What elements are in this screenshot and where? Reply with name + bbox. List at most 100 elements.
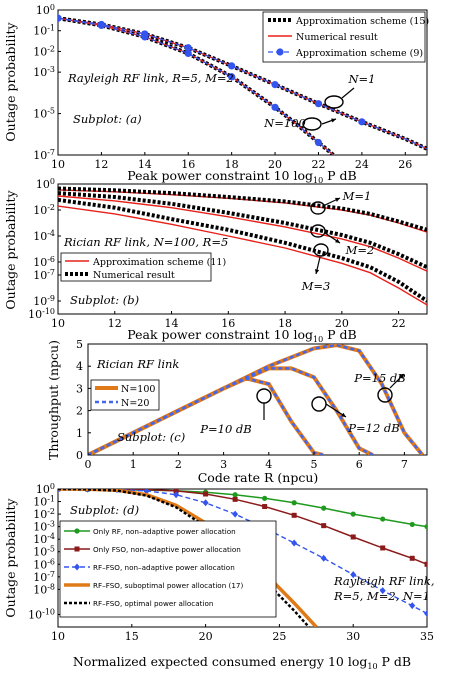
annotation-a: Rayleigh RF link, R=5, M=2 bbox=[67, 71, 234, 85]
ytick-label-b: 10-2 bbox=[33, 203, 55, 217]
xtick-label-b: 20 bbox=[335, 317, 349, 330]
ytick-label-d: 10-4 bbox=[33, 532, 55, 546]
ytick-label-d: 10-2 bbox=[33, 507, 55, 521]
ylabel-a: Outage probability bbox=[3, 21, 18, 141]
legend-b-label-1: Numerical result bbox=[93, 270, 175, 281]
marker-a-N=100-12 bbox=[97, 21, 106, 30]
marker-d1 bbox=[232, 496, 238, 502]
ellipse-c-p12 bbox=[311, 396, 327, 412]
marker-d2 bbox=[409, 602, 416, 610]
ytick-label-c: 4 bbox=[76, 360, 83, 373]
marker-d2 bbox=[143, 489, 150, 495]
legend-b bbox=[60, 252, 212, 282]
legend-c-label-1: N=20 bbox=[121, 398, 149, 409]
ytick-label-c: 5 bbox=[76, 338, 83, 351]
curve-label-b-m3: M=3 bbox=[301, 279, 331, 293]
marker-d1 bbox=[350, 534, 356, 540]
xtick-label-a: 20 bbox=[268, 158, 282, 171]
marker-d1 bbox=[291, 512, 297, 518]
plot-area-b bbox=[58, 186, 427, 306]
xtick-label-c: 3 bbox=[220, 458, 227, 471]
marker-a-N=100-18 bbox=[228, 73, 236, 81]
marker-d1 bbox=[409, 555, 415, 561]
annotation-d-line0: Rayleigh RF link, bbox=[333, 574, 435, 588]
annotation-d-line1: R=5, M=2, N=1 bbox=[333, 589, 430, 603]
arrow-a-n100-head bbox=[331, 118, 336, 123]
axes-a bbox=[57, 9, 428, 156]
legend-d-label-2: RF–FSO, non–adaptive power allocation bbox=[93, 563, 235, 572]
xtick-label-a: 16 bbox=[181, 158, 195, 171]
marker-d1 bbox=[321, 523, 327, 529]
marker-d2 bbox=[350, 571, 357, 579]
xtick-label-d: 15 bbox=[125, 630, 139, 643]
annotation-c: Rician RF link bbox=[96, 357, 179, 371]
arrow-c-p15-head bbox=[399, 374, 404, 379]
ytick-label-d: 10-10 bbox=[28, 607, 55, 621]
xtick-label-a: 14 bbox=[138, 158, 152, 171]
xtick-label-b: 22 bbox=[392, 317, 406, 330]
xtick-label-a: 10 bbox=[51, 158, 65, 171]
legend-d-label-0: Only RF, non–adaptive power allocation bbox=[93, 527, 236, 536]
xtick-label-c: 6 bbox=[356, 458, 363, 471]
subtitle-b: Subplot: (b) bbox=[70, 293, 139, 307]
ellipse-c-p15 bbox=[377, 387, 393, 403]
series-c1-P=12 dB bbox=[88, 367, 374, 455]
xtick-label-a: 22 bbox=[311, 158, 325, 171]
ylabel-c: Throughput (npcu) bbox=[46, 340, 61, 460]
marker-a-N=100-10 bbox=[58, 14, 62, 22]
series-d3 bbox=[58, 489, 318, 627]
legend-c bbox=[90, 379, 160, 411]
pointer-a-n1 bbox=[341, 87, 355, 99]
curve-label-c-p15: P=15 dB bbox=[353, 371, 405, 385]
xlabel-a: Peak power constraint 10 log10 P dB bbox=[127, 168, 356, 185]
legend-d-label-4: RF–FSO, optimal power allocation bbox=[93, 599, 213, 608]
ytick-label-d: 10-7 bbox=[33, 570, 55, 584]
ytick-label-d: 10-6 bbox=[33, 557, 55, 571]
marker-d0 bbox=[350, 511, 356, 517]
ellipse-a-n100 bbox=[302, 117, 322, 131]
arrow-b-m2-head bbox=[335, 238, 340, 243]
xtick-label-b: 12 bbox=[108, 317, 122, 330]
ellipse-b-m1 bbox=[310, 201, 326, 215]
curve-label-c-p10: P=10 dB bbox=[199, 422, 251, 436]
ytick-label-d: 10-3 bbox=[33, 520, 55, 534]
ytick-label-c: 0 bbox=[76, 449, 83, 462]
axes-d bbox=[57, 488, 428, 628]
marker-d0 bbox=[262, 495, 268, 501]
ellipse-b-m2 bbox=[310, 224, 326, 238]
series-b1-M=1 bbox=[58, 186, 427, 232]
marker-d2 bbox=[424, 609, 427, 617]
marker-d2 bbox=[202, 499, 209, 507]
curve-label-b-m1: M=1 bbox=[342, 189, 372, 203]
plot-area-a bbox=[58, 14, 427, 155]
marker-a-N=100-22 bbox=[314, 138, 323, 147]
series-b1-M=2 bbox=[58, 191, 427, 270]
xtick-label-c: 1 bbox=[130, 458, 137, 471]
marker-d0 bbox=[409, 521, 415, 528]
ytick-label-b: 10-9 bbox=[33, 294, 55, 308]
ytick-label-c: 3 bbox=[76, 382, 83, 395]
xtick-label-b: 18 bbox=[278, 317, 292, 330]
marker-d0 bbox=[380, 516, 386, 522]
marker-a-N=1-22 bbox=[314, 100, 323, 108]
series-a2-N=100 bbox=[58, 17, 335, 155]
legend-a-label-2: Approximation scheme (9) bbox=[295, 48, 423, 59]
ytick-label-b: 10-7 bbox=[33, 268, 55, 282]
ytick-label-d: 10-5 bbox=[33, 545, 55, 559]
legend-d-label-3: RF–FSO, suboptimal power allocation (17) bbox=[93, 581, 243, 590]
xtick-label-d: 10 bbox=[51, 630, 65, 643]
marker-a-N=1-16 bbox=[184, 44, 192, 52]
marker-d0 bbox=[232, 492, 238, 498]
xtick-label-c: 7 bbox=[401, 458, 408, 471]
subtitle-a: Subplot: (a) bbox=[73, 112, 142, 126]
curve-label-c-p12: P=12 dB bbox=[347, 421, 399, 435]
ytick-label-c: 1 bbox=[76, 427, 83, 440]
marker-a-N=100-16 bbox=[184, 49, 192, 58]
xtick-label-c: 5 bbox=[311, 458, 318, 471]
legend-d-marker-0 bbox=[74, 528, 80, 534]
series-b1-M=3 bbox=[58, 197, 427, 303]
arrow-b-m1-head bbox=[335, 197, 340, 202]
xlabel-c: Code rate R (npcu) bbox=[198, 470, 319, 485]
marker-d1 bbox=[262, 504, 268, 510]
